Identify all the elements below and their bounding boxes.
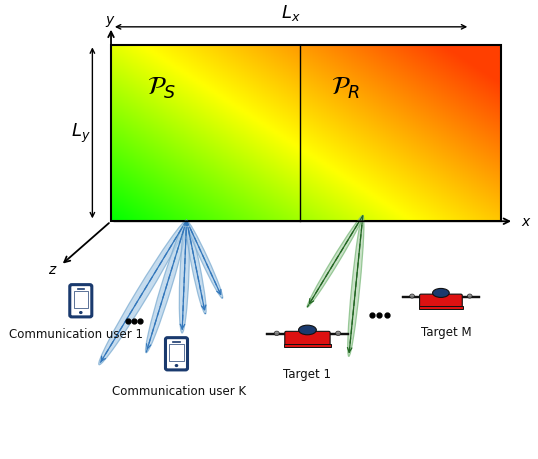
Bar (74, 291, 88, 308)
Circle shape (410, 294, 414, 298)
Ellipse shape (186, 221, 223, 298)
FancyBboxPatch shape (402, 297, 424, 298)
FancyBboxPatch shape (325, 334, 349, 336)
Bar (169, 345, 183, 361)
Ellipse shape (433, 289, 449, 298)
Text: Target M: Target M (421, 325, 471, 338)
Circle shape (336, 331, 341, 336)
Ellipse shape (348, 216, 364, 357)
Ellipse shape (186, 221, 206, 314)
Text: Target 1: Target 1 (284, 367, 331, 380)
Ellipse shape (179, 221, 189, 333)
Text: $L_y$: $L_y$ (72, 122, 91, 145)
FancyBboxPatch shape (70, 285, 92, 317)
Text: z: z (48, 263, 55, 276)
FancyBboxPatch shape (266, 334, 289, 336)
Circle shape (468, 294, 472, 298)
FancyBboxPatch shape (458, 297, 479, 298)
Text: Communication user 1: Communication user 1 (9, 328, 143, 341)
Bar (284, 344, 331, 347)
FancyBboxPatch shape (420, 295, 462, 308)
Circle shape (175, 364, 178, 367)
Bar (111, 45, 501, 222)
Text: x: x (521, 215, 529, 229)
FancyBboxPatch shape (285, 331, 330, 346)
Bar (419, 307, 463, 309)
Ellipse shape (307, 216, 363, 308)
Text: $L_x$: $L_x$ (281, 2, 301, 22)
Ellipse shape (299, 325, 316, 335)
Text: $\mathcal{P}_S$: $\mathcal{P}_S$ (147, 75, 176, 101)
Text: Communication user K: Communication user K (112, 384, 246, 397)
Circle shape (274, 331, 279, 336)
Ellipse shape (99, 221, 187, 365)
FancyBboxPatch shape (166, 338, 188, 370)
Text: y: y (105, 13, 114, 27)
Ellipse shape (146, 221, 187, 353)
Circle shape (79, 311, 83, 314)
Text: $\mathcal{P}_R$: $\mathcal{P}_R$ (330, 75, 360, 101)
